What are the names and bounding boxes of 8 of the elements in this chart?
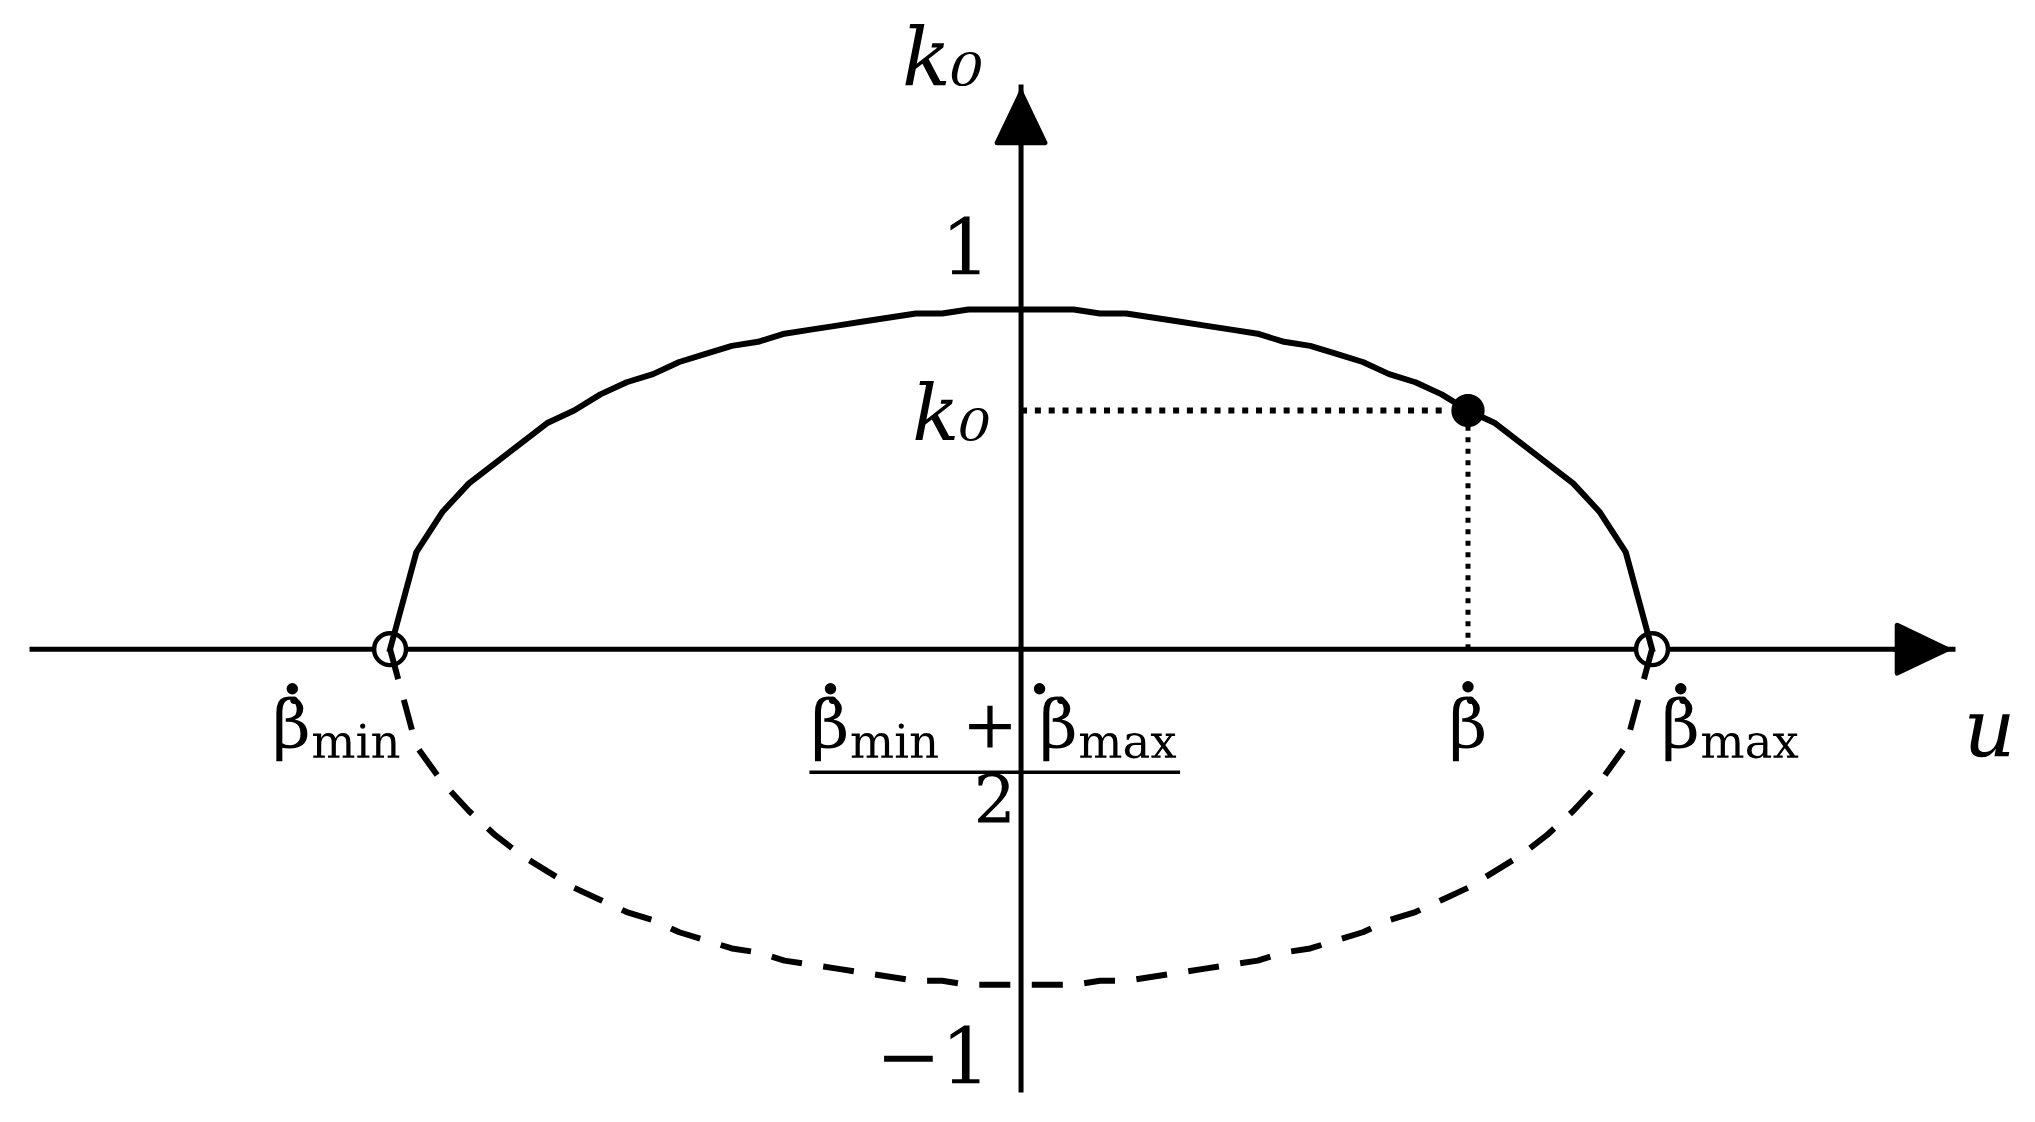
x-tick-label: β̇$_{min}$: [276, 696, 400, 762]
y-tick-label: k₀: [915, 381, 989, 441]
y-tick-label: 1: [950, 216, 980, 275]
x-tick-label: β̇$_{max}$: [1665, 696, 1799, 762]
x-tick-label: β̇: [1452, 696, 1484, 762]
category-label: β̇$_{min}$ + β̇$_{max}$ 2: [814, 696, 1177, 823]
x-axis-title: u: [1969, 714, 2010, 758]
y-tick-label: −1: [884, 1025, 980, 1084]
